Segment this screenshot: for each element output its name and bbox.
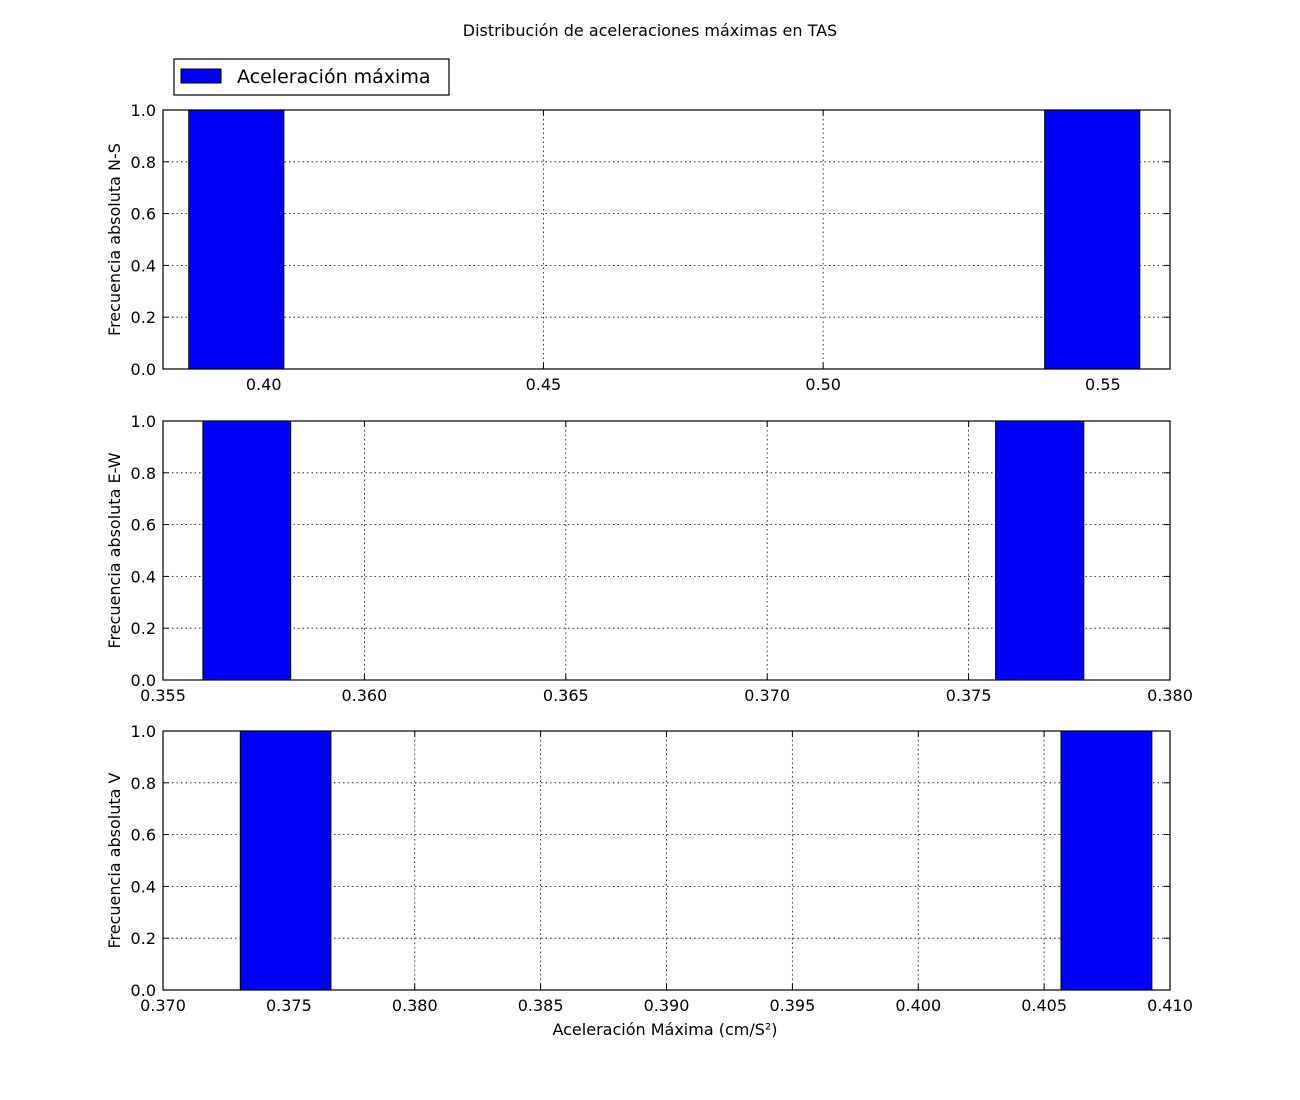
x-tick-label: 0.380 (392, 996, 438, 1015)
y-tick-label: 0.4 (131, 567, 156, 586)
plot-frame (162, 730, 1171, 991)
x-tick-label: 0.380 (1147, 686, 1193, 705)
y-tick-label: 0.2 (131, 308, 156, 327)
y-tick-label: 0.8 (131, 153, 156, 172)
x-tick-label: 0.370 (140, 996, 186, 1015)
histogram-bar (1044, 109, 1141, 370)
x-tick-label: 0.405 (1021, 996, 1067, 1015)
x-tick-label: 0.395 (769, 996, 815, 1015)
histogram-bar (995, 420, 1085, 681)
y-tick-label: 0.0 (131, 981, 156, 1000)
y-tick-label: 1.0 (131, 412, 156, 431)
legend: Aceleración máxima (173, 58, 450, 96)
y-tick-label: 0.6 (131, 826, 156, 845)
y-axis-label: Frecuencia absoluta V (105, 772, 124, 948)
legend-swatch (180, 68, 222, 84)
x-tick-label: 0.375 (266, 996, 312, 1015)
plot-frame (162, 109, 1171, 370)
x-tick-label: 0.370 (744, 686, 790, 705)
y-tick-label: 0.4 (131, 877, 156, 896)
y-axis-label: Frecuencia absoluta N-S (105, 143, 124, 336)
y-tick-label: 1.0 (131, 722, 156, 741)
y-axis-label: Frecuencia absoluta E-W (105, 452, 124, 648)
subplot-2: 0.0 0.2 0.4 0.6 0.8 1.0 0.355 0.360 0.365 0.370 0.… (105, 412, 1193, 705)
y-tick-label: 0.6 (131, 205, 156, 224)
legend-label: Aceleración máxima (237, 66, 430, 88)
x-tick-label: 0.400 (895, 996, 941, 1015)
x-tick-label: 0.40 (246, 375, 282, 394)
x-tick-label: 0.355 (140, 686, 186, 705)
x-tick-label: 0.390 (644, 996, 690, 1015)
y-tick-label: 0.0 (131, 360, 156, 379)
y-tick-label: 0.8 (131, 774, 156, 793)
y-tick-label: 0.6 (131, 516, 156, 535)
x-tick-label: 0.55 (1085, 375, 1121, 394)
histogram-bar (1060, 730, 1153, 991)
y-tick-label: 1.0 (131, 101, 156, 120)
histogram-bar (239, 730, 332, 991)
x-tick-label: 0.365 (543, 686, 589, 705)
y-tick-label: 0.8 (131, 464, 156, 483)
subplot-3: 0.0 0.2 0.4 0.6 0.8 1.0 0.370 0.375 0.380 0.385 0.… (105, 722, 1193, 1015)
y-tick-label: 0.0 (131, 671, 156, 690)
x-tick-label: 0.410 (1147, 996, 1193, 1015)
x-axis-label: Aceleración Máxima (cm/S²) (552, 1020, 777, 1039)
chart-title: Distribución de aceleraciones máximas en… (463, 21, 837, 40)
y-tick-label: 0.2 (131, 929, 156, 948)
subplots: 0.0 0.2 0.4 0.6 0.8 1.0 0.40 0.45 0.50 0.55 Frecue… (105, 101, 1193, 1015)
subplot-1: 0.0 0.2 0.4 0.6 0.8 1.0 0.40 0.45 0.50 0.55 Frecue… (105, 101, 1171, 394)
histogram-bar (188, 109, 285, 370)
x-tick-label: 0.385 (518, 996, 564, 1015)
y-tick-label: 0.4 (131, 256, 156, 275)
x-tick-label: 0.50 (805, 375, 841, 394)
x-tick-label: 0.45 (526, 375, 562, 394)
x-tick-label: 0.360 (341, 686, 387, 705)
x-tick-label: 0.375 (946, 686, 992, 705)
histogram-bar (202, 420, 292, 681)
y-tick-label: 0.2 (131, 619, 156, 638)
plot-frame (162, 420, 1171, 681)
